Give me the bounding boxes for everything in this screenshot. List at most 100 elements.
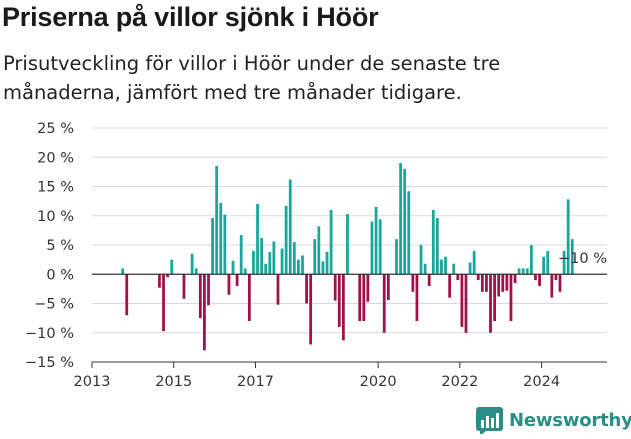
bar bbox=[399, 163, 402, 275]
chart-subtitle: Prisutveckling för villor i Höör under d… bbox=[3, 52, 501, 104]
y-tick-label: −10 % bbox=[25, 326, 74, 342]
bar bbox=[243, 268, 247, 275]
bar bbox=[292, 242, 296, 275]
bar bbox=[190, 253, 194, 275]
bar bbox=[158, 274, 161, 288]
bar bbox=[231, 260, 235, 275]
bar bbox=[505, 274, 509, 291]
bar bbox=[198, 274, 202, 319]
bar bbox=[346, 213, 349, 275]
bar bbox=[517, 268, 521, 275]
bar bbox=[329, 209, 333, 275]
bar bbox=[321, 261, 325, 275]
y-tick-label: 0 % bbox=[46, 267, 74, 283]
bar bbox=[211, 218, 214, 275]
bar bbox=[382, 274, 386, 333]
bar bbox=[419, 245, 423, 275]
x-tick-label: 2020 bbox=[360, 374, 397, 390]
bar bbox=[497, 274, 501, 297]
bar bbox=[550, 274, 554, 298]
y-tick-label: 5 % bbox=[46, 238, 74, 254]
bar bbox=[403, 168, 407, 275]
bar bbox=[325, 252, 329, 275]
bar bbox=[431, 209, 435, 275]
y-tick-label: 10 % bbox=[37, 209, 74, 225]
bar bbox=[125, 274, 129, 316]
y-tick-label: 15 % bbox=[37, 180, 74, 196]
bar bbox=[309, 274, 313, 345]
bar bbox=[444, 256, 447, 275]
bar bbox=[215, 166, 219, 275]
x-tick-label: 2013 bbox=[74, 374, 111, 390]
bar bbox=[534, 274, 537, 281]
bar bbox=[456, 274, 460, 281]
bar bbox=[509, 274, 513, 322]
bar bbox=[566, 199, 570, 275]
bar bbox=[276, 274, 280, 305]
bar bbox=[166, 274, 170, 278]
y-tick-label: 20 % bbox=[37, 150, 74, 166]
bar bbox=[460, 274, 464, 327]
bar bbox=[485, 274, 488, 292]
bar bbox=[562, 250, 566, 275]
bar bbox=[272, 241, 276, 275]
bar bbox=[530, 245, 533, 275]
x-tick-label: 2015 bbox=[155, 374, 192, 390]
bar bbox=[464, 274, 468, 333]
y-tick-label: −15 % bbox=[25, 355, 74, 371]
bar bbox=[284, 205, 288, 275]
bar bbox=[374, 206, 378, 275]
bar bbox=[358, 274, 362, 322]
bar bbox=[247, 274, 251, 322]
bar bbox=[301, 255, 304, 275]
bar bbox=[407, 191, 411, 275]
bar bbox=[468, 262, 472, 275]
bar bbox=[288, 179, 292, 275]
bar bbox=[395, 239, 398, 275]
bar bbox=[489, 274, 492, 333]
bar bbox=[264, 263, 268, 275]
bar bbox=[525, 268, 529, 275]
bar bbox=[570, 239, 574, 275]
y-axis-ticks: −15 % −10 % −5 % 0 % 5 % 10 % 15 % 20 % 25 % bbox=[25, 121, 74, 371]
bar bbox=[378, 219, 382, 275]
bar bbox=[313, 239, 317, 275]
bar bbox=[423, 263, 427, 275]
bar bbox=[493, 274, 496, 322]
bar bbox=[223, 214, 227, 275]
x-tick-label: 2017 bbox=[237, 374, 274, 390]
bar bbox=[546, 250, 550, 275]
bar bbox=[182, 274, 186, 299]
bar bbox=[476, 274, 480, 281]
bar bbox=[256, 204, 259, 275]
bar bbox=[480, 274, 484, 292]
bar bbox=[305, 274, 308, 304]
bar bbox=[370, 221, 374, 275]
bar bbox=[333, 274, 337, 301]
bar bbox=[252, 250, 255, 275]
bar bbox=[268, 252, 272, 275]
last-value-label: −10 % bbox=[558, 251, 607, 267]
y-tick-label: −5 % bbox=[34, 297, 74, 313]
bar bbox=[386, 274, 390, 300]
bar bbox=[542, 256, 546, 275]
chart-title: Priserna på villor sjönk i Höör bbox=[2, 2, 379, 32]
bar bbox=[501, 274, 505, 292]
bar bbox=[448, 274, 452, 298]
bar bbox=[121, 268, 125, 275]
bar bbox=[337, 274, 341, 327]
bar bbox=[194, 268, 198, 275]
bar bbox=[513, 274, 517, 284]
bar bbox=[207, 274, 210, 306]
bars bbox=[121, 163, 574, 351]
bar bbox=[452, 263, 456, 275]
bar bbox=[239, 235, 243, 275]
y-tick-label: 25 % bbox=[37, 121, 74, 137]
bar bbox=[162, 274, 165, 331]
bar bbox=[341, 274, 345, 341]
bar bbox=[260, 237, 264, 275]
bar bbox=[362, 274, 366, 322]
bar bbox=[219, 202, 223, 275]
brand-logo: Newsworthy bbox=[476, 407, 631, 434]
